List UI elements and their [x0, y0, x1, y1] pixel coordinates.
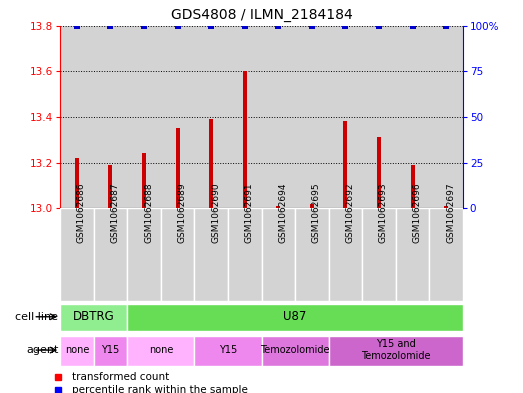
Bar	[262, 26, 295, 208]
Point	[442, 22, 450, 29]
Bar	[60, 26, 94, 208]
Bar	[60, 208, 94, 301]
Bar	[161, 208, 195, 301]
Bar	[176, 129, 179, 208]
Text: none: none	[149, 345, 173, 355]
Bar	[75, 158, 79, 208]
Text: GSM1062692: GSM1062692	[345, 183, 355, 243]
Bar	[262, 208, 295, 301]
Text: GSM1062690: GSM1062690	[211, 183, 220, 243]
Bar	[127, 304, 463, 331]
Bar	[94, 208, 127, 301]
Point	[207, 22, 215, 29]
Text: GSM1062691: GSM1062691	[245, 183, 254, 243]
Bar	[195, 26, 228, 208]
Bar	[94, 336, 127, 366]
Text: Y15 and
Temozolomide: Y15 and Temozolomide	[361, 339, 430, 361]
Point	[341, 22, 349, 29]
Bar	[328, 208, 362, 301]
Point	[174, 22, 182, 29]
Text: GSM1062687: GSM1062687	[110, 183, 119, 243]
Bar	[328, 26, 362, 208]
Bar	[127, 336, 195, 366]
Bar	[127, 26, 161, 208]
Point	[274, 22, 282, 29]
Bar	[429, 26, 463, 208]
Text: GSM1062693: GSM1062693	[379, 183, 388, 243]
Text: GSM1062695: GSM1062695	[312, 183, 321, 243]
Bar	[228, 208, 262, 301]
Text: GSM1062696: GSM1062696	[413, 183, 422, 243]
Text: GSM1062697: GSM1062697	[446, 183, 455, 243]
Point	[375, 22, 383, 29]
Bar	[444, 206, 448, 208]
Text: GSM1062689: GSM1062689	[178, 183, 187, 243]
Text: GSM1062688: GSM1062688	[144, 183, 153, 243]
Bar	[377, 138, 381, 208]
Bar	[411, 165, 415, 208]
Bar	[396, 26, 429, 208]
Bar	[276, 206, 280, 208]
Bar	[195, 336, 262, 366]
Text: Y15: Y15	[101, 345, 120, 355]
Bar	[209, 119, 213, 208]
Bar	[142, 154, 146, 208]
Text: GSM1062694: GSM1062694	[278, 183, 287, 243]
Bar	[228, 26, 262, 208]
Bar	[60, 336, 94, 366]
Bar	[161, 26, 195, 208]
Text: GSM1062686: GSM1062686	[77, 183, 86, 243]
Bar	[310, 204, 314, 208]
Text: U87: U87	[283, 310, 307, 323]
Bar	[429, 208, 463, 301]
Text: cell line: cell line	[16, 312, 59, 322]
Bar	[295, 208, 328, 301]
Bar	[243, 71, 247, 208]
Bar	[60, 304, 127, 331]
Point	[140, 22, 148, 29]
Bar	[295, 26, 328, 208]
Text: DBTRG: DBTRG	[73, 310, 115, 323]
Point	[308, 22, 316, 29]
Text: agent: agent	[26, 345, 59, 355]
Bar	[195, 208, 228, 301]
Point	[106, 22, 115, 29]
Text: percentile rank within the sample: percentile rank within the sample	[72, 385, 248, 393]
Bar	[396, 208, 429, 301]
Point	[408, 22, 417, 29]
Text: Y15: Y15	[219, 345, 237, 355]
Bar	[94, 26, 127, 208]
Bar	[127, 208, 161, 301]
Text: Temozolomide: Temozolomide	[260, 345, 330, 355]
Bar	[362, 26, 396, 208]
Bar	[108, 165, 112, 208]
Point	[73, 22, 81, 29]
Point	[241, 22, 249, 29]
Text: transformed count: transformed count	[72, 372, 169, 382]
Bar	[262, 336, 328, 366]
Bar	[344, 121, 347, 208]
Title: GDS4808 / ILMN_2184184: GDS4808 / ILMN_2184184	[170, 8, 353, 22]
Text: none: none	[65, 345, 89, 355]
Bar	[328, 336, 463, 366]
Bar	[362, 208, 396, 301]
